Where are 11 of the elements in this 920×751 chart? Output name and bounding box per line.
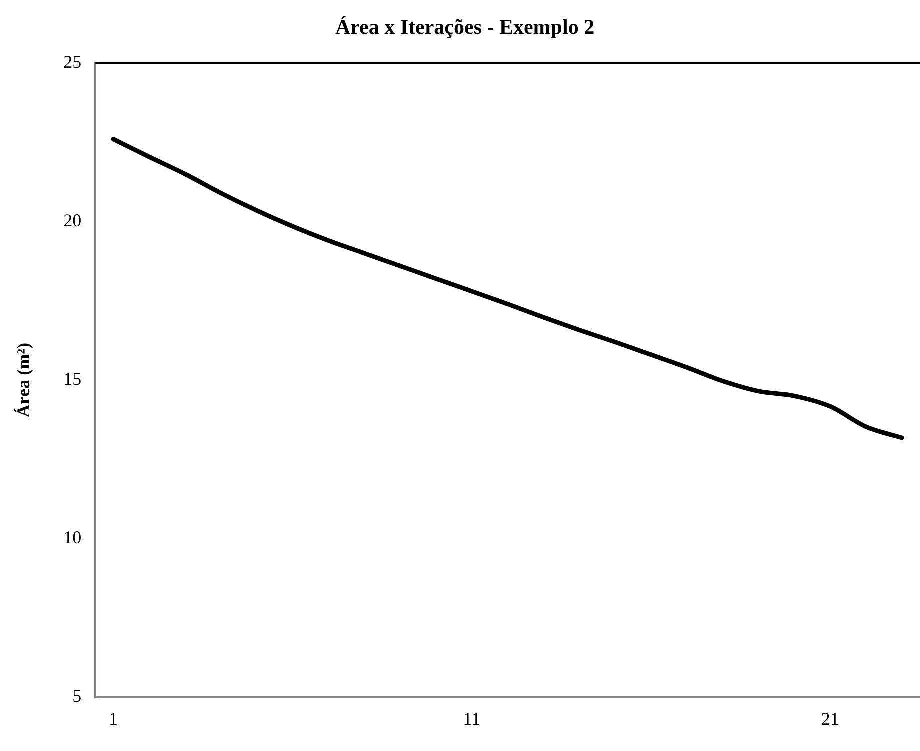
x-tick-label: 1 [109, 708, 118, 729]
y-tick-label: 5 [72, 686, 82, 706]
y-tick-label: 15 [64, 369, 82, 390]
y-tick-label: 20 [64, 210, 82, 230]
y-axis-title: Área (m²) [13, 343, 34, 418]
line-series [111, 137, 904, 440]
y-tick-label: 25 [64, 52, 82, 72]
chart-title: Área x Iterações - Exemplo 2 [335, 15, 595, 40]
y-tick-label: 10 [64, 528, 82, 548]
x-tick-label: 11 [463, 708, 481, 729]
x-tick-label: 21 [821, 708, 840, 729]
